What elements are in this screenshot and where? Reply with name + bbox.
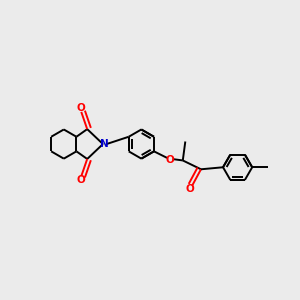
Text: O: O — [76, 175, 85, 185]
Text: O: O — [76, 103, 85, 113]
Text: O: O — [185, 184, 194, 194]
Text: O: O — [166, 155, 175, 165]
Text: N: N — [100, 139, 109, 149]
